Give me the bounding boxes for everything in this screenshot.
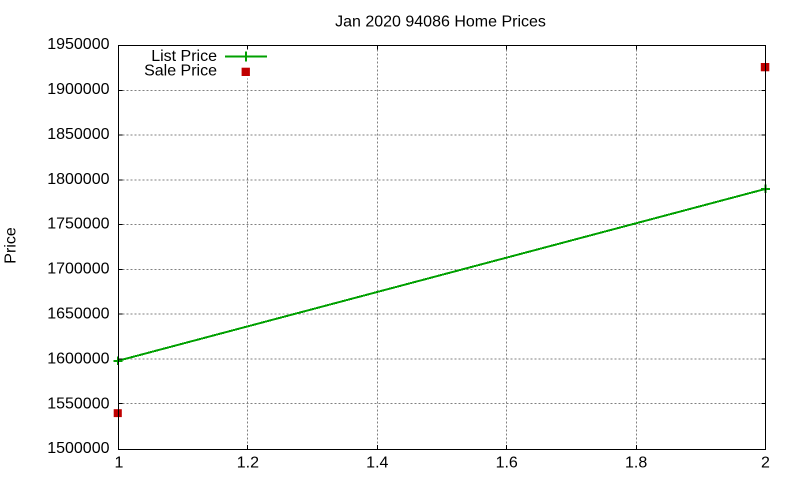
svg-text:1750000: 1750000	[47, 216, 109, 233]
svg-text:1.2: 1.2	[237, 455, 259, 472]
svg-text:1550000: 1550000	[47, 395, 109, 412]
svg-text:1.8: 1.8	[625, 455, 647, 472]
svg-text:1850000: 1850000	[47, 126, 109, 143]
svg-text:2: 2	[761, 455, 770, 472]
svg-text:1650000: 1650000	[47, 306, 109, 323]
svg-text:1.6: 1.6	[496, 455, 518, 472]
svg-text:1800000: 1800000	[47, 171, 109, 188]
svg-text:Jan 2020 94086 Home Prices: Jan 2020 94086 Home Prices	[335, 14, 546, 31]
svg-text:List Price: List Price	[151, 48, 217, 65]
svg-text:1900000: 1900000	[47, 81, 109, 98]
svg-text:Sale Price: Sale Price	[144, 62, 217, 79]
svg-text:1500000: 1500000	[47, 440, 109, 457]
svg-text:1700000: 1700000	[47, 261, 109, 278]
svg-text:1: 1	[115, 455, 124, 472]
svg-text:Price: Price	[3, 227, 20, 264]
svg-text:1950000: 1950000	[47, 36, 109, 53]
svg-text:1600000: 1600000	[47, 351, 109, 368]
svg-text:1.4: 1.4	[366, 455, 388, 472]
